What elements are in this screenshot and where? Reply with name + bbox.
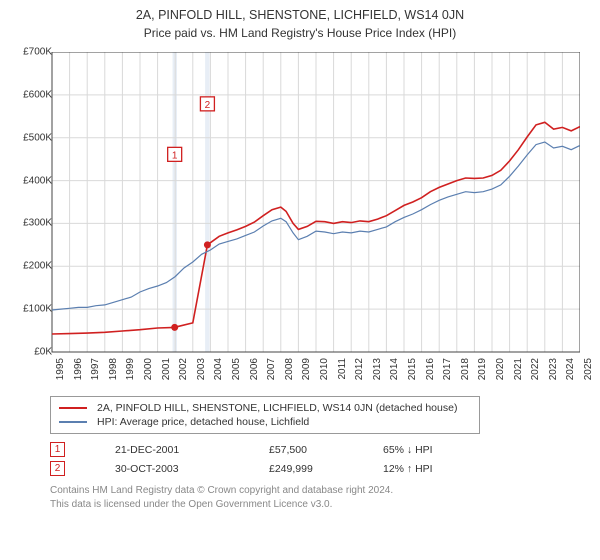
x-tick-label: 1997 [90, 358, 101, 380]
x-tick-label: 2022 [530, 358, 541, 380]
sale-marker-label: 2 [205, 100, 211, 111]
sale-delta: 12% ↑ HPI [383, 463, 463, 475]
x-tick-label: 2023 [548, 358, 559, 380]
sale-row: 1 21-DEC-2001 £57,500 65% ↓ HPI [50, 440, 588, 459]
sale-price: £57,500 [269, 444, 339, 456]
x-tick-label: 1999 [125, 358, 136, 380]
chart-subtitle: Price paid vs. HM Land Registry's House … [12, 26, 588, 40]
sale-marker-icon: 1 [50, 442, 65, 457]
x-tick-label: 2002 [178, 358, 189, 380]
x-tick-label: 2008 [284, 358, 295, 380]
x-tick-label: 2001 [161, 358, 172, 380]
x-tick-label: 2009 [301, 358, 312, 380]
x-tick-label: 2018 [460, 358, 471, 380]
x-tick-label: 1995 [55, 358, 66, 380]
y-tick-label: £500K [23, 132, 52, 143]
x-tick-label: 2019 [477, 358, 488, 380]
legend-swatch [59, 421, 87, 423]
sale-point [204, 241, 211, 248]
sale-row: 2 30-OCT-2003 £249,999 12% ↑ HPI [50, 459, 588, 478]
legend-item: 2A, PINFOLD HILL, SHENSTONE, LICHFIELD, … [59, 401, 471, 415]
x-tick-label: 2025 [583, 358, 594, 380]
y-tick-label: £600K [23, 89, 52, 100]
legend-item: HPI: Average price, detached house, Lich… [59, 415, 471, 429]
legend: 2A, PINFOLD HILL, SHENSTONE, LICHFIELD, … [50, 396, 480, 434]
chart-title: 2A, PINFOLD HILL, SHENSTONE, LICHFIELD, … [12, 8, 588, 22]
sales-table: 1 21-DEC-2001 £57,500 65% ↓ HPI 2 30-OCT-2003… [50, 440, 588, 478]
x-tick-label: 2020 [495, 358, 506, 380]
x-tick-label: 1996 [73, 358, 84, 380]
legend-label: 2A, PINFOLD HILL, SHENSTONE, LICHFIELD, … [97, 402, 457, 414]
x-tick-label: 2015 [407, 358, 418, 380]
x-tick-label: 2000 [143, 358, 154, 380]
sale-point [171, 324, 178, 331]
x-tick-label: 2017 [442, 358, 453, 380]
y-tick-label: £400K [23, 175, 52, 186]
x-tick-label: 2011 [337, 358, 348, 380]
y-tick-label: £700K [23, 47, 52, 58]
x-tick-label: 2007 [266, 358, 277, 380]
y-tick-label: £100K [23, 304, 52, 315]
x-tick-label: 2005 [231, 358, 242, 380]
x-tick-label: 2014 [389, 358, 400, 380]
x-tick-label: 2016 [425, 358, 436, 380]
legend-label: HPI: Average price, detached house, Lich… [97, 416, 309, 428]
plot-svg: 12 [12, 52, 580, 354]
sale-marker-icon: 2 [50, 461, 65, 476]
sale-date: 30-OCT-2003 [115, 463, 225, 475]
x-tick-label: 2003 [196, 358, 207, 380]
footer-line1: Contains HM Land Registry data © Crown c… [50, 484, 588, 498]
y-tick-label: £300K [23, 218, 52, 229]
footer-line2: This data is licensed under the Open Gov… [50, 498, 588, 512]
plot-area: £0K£100K£200K£300K£400K£500K£600K£700K12… [12, 52, 580, 388]
footer-notice: Contains HM Land Registry data © Crown c… [50, 484, 588, 512]
x-tick-label: 2013 [372, 358, 383, 380]
chart-container: 2A, PINFOLD HILL, SHENSTONE, LICHFIELD, … [0, 0, 600, 560]
y-tick-label: £200K [23, 261, 52, 272]
sale-marker-label: 1 [172, 150, 178, 161]
x-tick-label: 2010 [319, 358, 330, 380]
legend-swatch [59, 407, 87, 409]
sale-date: 21-DEC-2001 [115, 444, 225, 456]
x-tick-label: 2021 [513, 358, 524, 380]
x-tick-label: 2004 [213, 358, 224, 380]
x-tick-label: 1998 [108, 358, 119, 380]
sale-price: £249,999 [269, 463, 339, 475]
sale-delta: 65% ↓ HPI [383, 444, 463, 456]
x-tick-label: 2024 [565, 358, 576, 380]
x-tick-label: 2006 [249, 358, 260, 380]
x-tick-label: 2012 [354, 358, 365, 380]
